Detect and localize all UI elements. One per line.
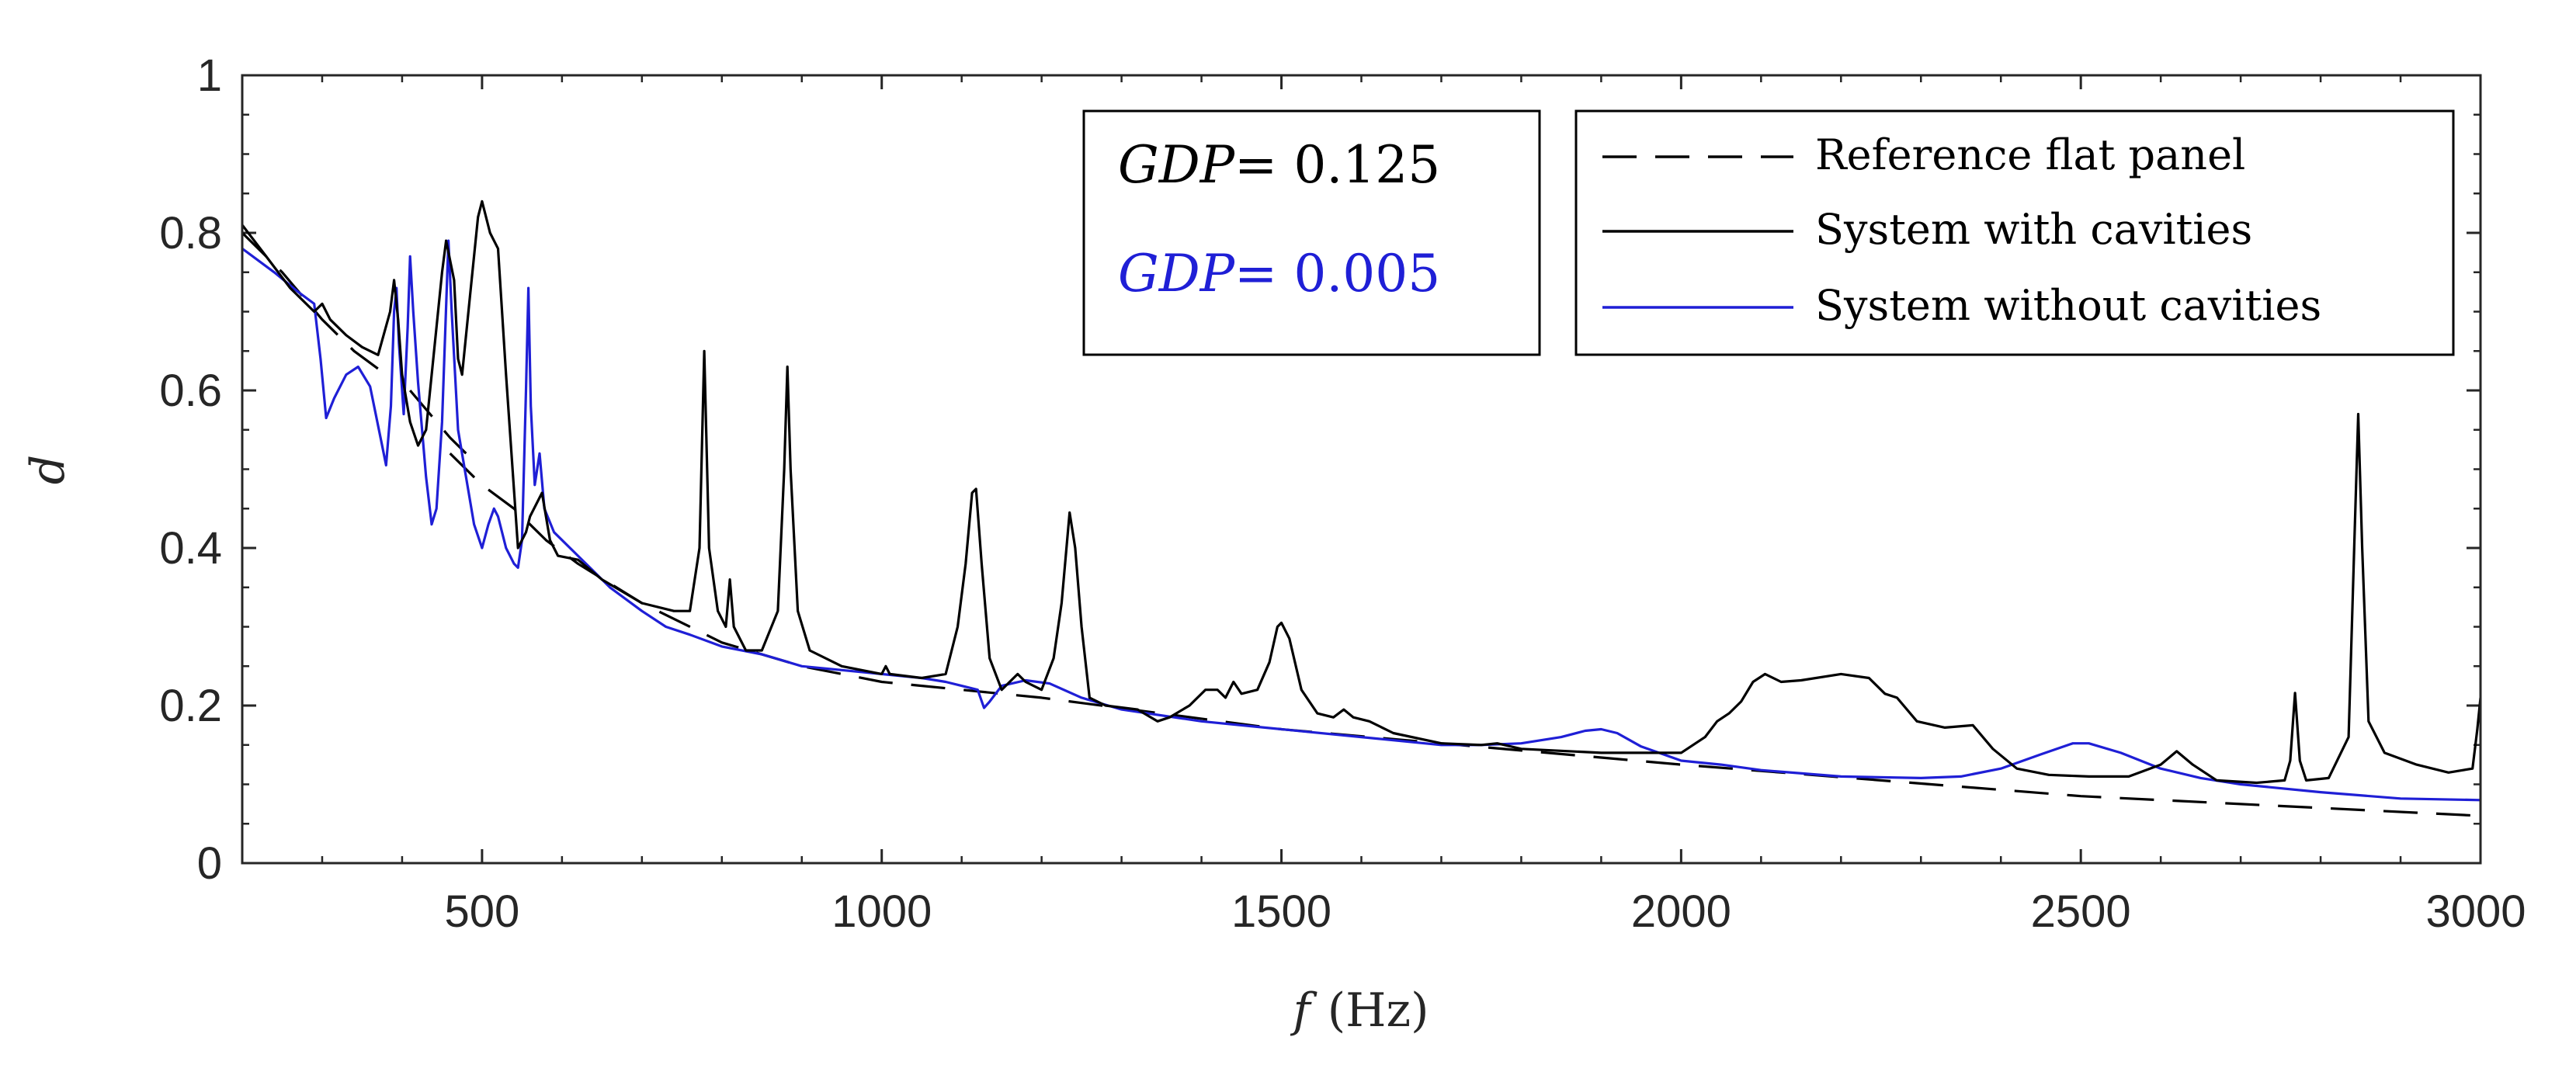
- y-tick-label: 0.8: [159, 208, 222, 258]
- gdp-black-label: GDP= 0.125: [1118, 135, 1440, 195]
- y-tick-label: 0: [197, 838, 222, 889]
- series-system-without-cavities: [242, 239, 2481, 802]
- axis-tick-labels: 500 1000 1500 2000 2500 3000 0 0.2 0.4 0.6 0.8 1: [159, 50, 2526, 937]
- series-reference-flat-panel: [242, 231, 387, 376]
- y-axis-label: d: [21, 455, 75, 484]
- legend-frame: [1574, 109, 2455, 356]
- x-tick-label: 1000: [831, 886, 932, 937]
- y-tick-label: 1: [197, 50, 222, 101]
- series-system-with-cavities: [242, 199, 2481, 785]
- legend-label-reference: Reference flat panel: [1815, 130, 2245, 179]
- legend-label-with-cavities: System with cavities: [1815, 205, 2252, 254]
- gdp-annotation-box: GDP= 0.125 GDP= 0.005: [1082, 109, 1541, 356]
- x-tick-label: 2500: [2031, 886, 2131, 937]
- legend-label-without-cavities: System without cavities: [1815, 281, 2321, 330]
- gdp-blue-eq: =: [1234, 244, 1293, 303]
- x-tick-label: 3000: [2425, 886, 2526, 937]
- gdp-black-eq: =: [1234, 135, 1293, 195]
- gdp-blue-var: GDP: [1118, 244, 1236, 303]
- y-tick-label: 0.4: [159, 523, 222, 574]
- gdp-blue-value: 0.005: [1293, 244, 1440, 303]
- gdp-black-var: GDP: [1118, 135, 1236, 195]
- x-tick-label: 500: [445, 886, 520, 937]
- legend: Reference flat panel System with cavitie…: [1574, 109, 2455, 356]
- x-tick-label: 1500: [1231, 886, 1331, 937]
- plot-frame: [241, 74, 2482, 865]
- y-tick-label: 0.2: [159, 681, 222, 731]
- gdp-black-value: 0.125: [1293, 135, 1440, 195]
- gdp-blue-label: GDP= 0.005: [1118, 244, 1440, 303]
- x-axis-label: f (Hz): [1290, 983, 1429, 1038]
- plot-area: [242, 199, 2481, 817]
- x-tick-label: 2000: [1631, 886, 1731, 937]
- x-axis-unit: (Hz): [1328, 983, 1429, 1038]
- y-tick-label: 0.6: [159, 366, 222, 416]
- gdp-box-frame: [1082, 109, 1541, 356]
